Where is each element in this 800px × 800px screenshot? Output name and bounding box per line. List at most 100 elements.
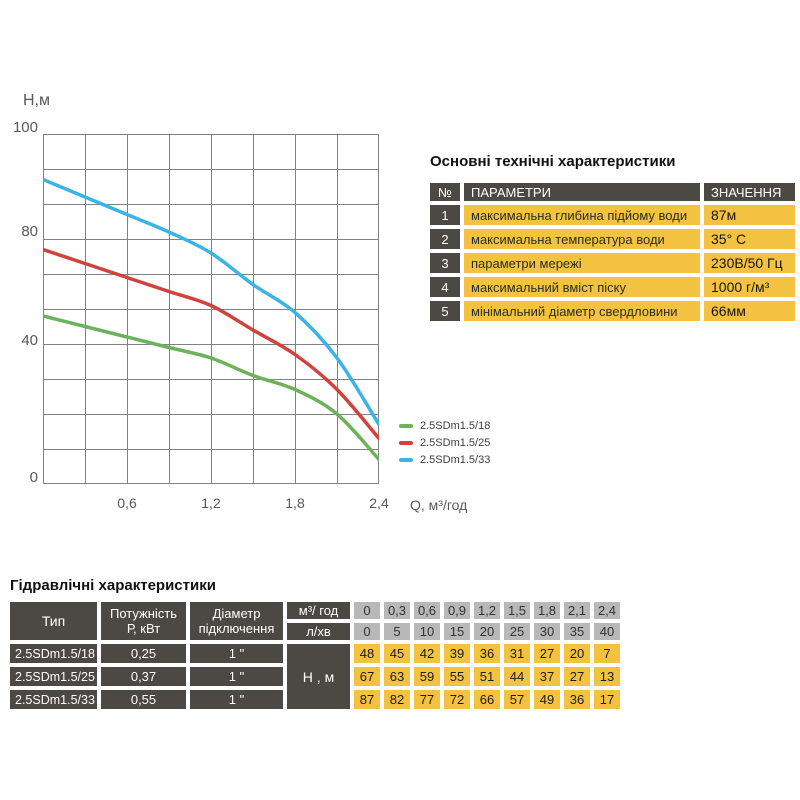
legend-label: 2.5SDm1.5/33 bbox=[420, 454, 491, 466]
head-value: 55 bbox=[444, 667, 470, 686]
head-value: 27 bbox=[534, 644, 560, 663]
head-value: 72 bbox=[444, 690, 470, 709]
head-value: 27 bbox=[564, 667, 590, 686]
head-value: 20 bbox=[564, 644, 590, 663]
flow-m3h-value: 2,4 bbox=[594, 602, 620, 619]
flow-m3h-value: 2,1 bbox=[564, 602, 590, 619]
head-value: 77 bbox=[414, 690, 440, 709]
pump-type-cell: 2.5SDm1.5/18 bbox=[10, 644, 97, 663]
red-dash-icon bbox=[399, 441, 413, 445]
head-value: 51 bbox=[474, 667, 500, 686]
flow-m3h-value: 0,3 bbox=[384, 602, 410, 619]
y-tick-0: 0 bbox=[29, 469, 38, 486]
flow-lmin-value: 10 bbox=[414, 623, 440, 640]
row-num: 5 bbox=[430, 301, 460, 321]
curve-2.5SDm1.5/18 bbox=[43, 314, 379, 462]
x-tick-2-4: 2,4 bbox=[369, 495, 389, 511]
head-value: 44 bbox=[504, 667, 530, 686]
green-dash-icon bbox=[399, 424, 413, 428]
power-cell: 0,55 bbox=[101, 690, 186, 709]
header-param: ПАРАМЕТРИ bbox=[464, 183, 700, 201]
legend-item-18: 2.5SDm1.5/18 bbox=[399, 420, 490, 432]
flow-m3h-value: 1,8 bbox=[534, 602, 560, 619]
head-value: 48 bbox=[354, 644, 380, 663]
row-param: мінімальний діаметр свердловини bbox=[464, 301, 700, 321]
row-param: параметри мережі bbox=[464, 253, 700, 273]
header-flow-lmin: л/хв bbox=[287, 623, 350, 640]
flow-lmin-value: 35 bbox=[564, 623, 590, 640]
chart-legend: 2.5SDm1.5/18 2.5SDm1.5/25 2.5SDm1.5/33 bbox=[399, 420, 490, 466]
row-param: максимальна температура води bbox=[464, 229, 700, 249]
row-param: максимальний вміст піску bbox=[464, 277, 700, 297]
tech-table-title: Основні технічні характеристики bbox=[430, 153, 676, 170]
row-value: 87м bbox=[704, 205, 795, 225]
header-power-line1: Потужність bbox=[109, 606, 178, 621]
head-value: 36 bbox=[474, 644, 500, 663]
row-param: максимальна глибина підйому води bbox=[464, 205, 700, 225]
tech-row-4: 4 максимальний вміст піску 1000 г/м³ bbox=[430, 277, 795, 297]
y-tick-40: 40 bbox=[21, 332, 38, 349]
flow-m3h-value: 0,9 bbox=[444, 602, 470, 619]
head-value: 37 bbox=[534, 667, 560, 686]
head-value: 17 bbox=[594, 690, 620, 709]
diameter-cell: 1 " bbox=[190, 667, 283, 686]
y-axis-title: Н,м bbox=[23, 92, 50, 109]
curve-2.5SDm1.5/25 bbox=[43, 247, 379, 441]
head-value: 59 bbox=[414, 667, 440, 686]
header-type: Тип bbox=[10, 602, 97, 640]
row-num: 1 bbox=[430, 205, 460, 225]
head-value: 36 bbox=[564, 690, 590, 709]
pump-curves-chart bbox=[43, 134, 379, 484]
header-flow-m3h: м³/ год bbox=[287, 602, 350, 619]
blue-dash-icon bbox=[399, 458, 413, 462]
head-value: 7 bbox=[594, 644, 620, 663]
head-value: 57 bbox=[504, 690, 530, 709]
flow-lmin-value: 20 bbox=[474, 623, 500, 640]
header-head-unit: Н , м bbox=[287, 644, 350, 709]
header-diameter-line1: Діаметр bbox=[212, 606, 261, 621]
head-value: 67 bbox=[354, 667, 380, 686]
legend-item-33: 2.5SDm1.5/33 bbox=[399, 454, 490, 466]
header-diameter-line2: підключення bbox=[198, 621, 275, 636]
tech-header-row: № ПАРАМЕТРИ ЗНАЧЕННЯ bbox=[430, 183, 795, 201]
row-num: 2 bbox=[430, 229, 460, 249]
y-tick-80: 80 bbox=[21, 223, 38, 240]
diameter-cell: 1 " bbox=[190, 690, 283, 709]
tech-row-2: 2 максимальна температура води 35° С bbox=[430, 229, 795, 249]
power-cell: 0,25 bbox=[101, 644, 186, 663]
header-diameter: Діаметр підключення bbox=[190, 602, 283, 640]
head-value: 63 bbox=[384, 667, 410, 686]
row-value: 1000 г/м³ bbox=[704, 277, 795, 297]
x-axis-title: Q, м³/год bbox=[410, 497, 468, 513]
row-num: 4 bbox=[430, 277, 460, 297]
head-value: 49 bbox=[534, 690, 560, 709]
flow-lmin-value: 25 bbox=[504, 623, 530, 640]
curve-2.5SDm1.5/33 bbox=[43, 177, 379, 427]
head-value: 13 bbox=[594, 667, 620, 686]
row-num: 3 bbox=[430, 253, 460, 273]
header-power: Потужність Р, кВт bbox=[101, 602, 186, 640]
tech-table: № ПАРАМЕТРИ ЗНАЧЕННЯ 1 максимальна глиби… bbox=[430, 183, 795, 325]
pump-type-cell: 2.5SDm1.5/25 bbox=[10, 667, 97, 686]
flow-lmin-value: 40 bbox=[594, 623, 620, 640]
flow-lmin-value: 15 bbox=[444, 623, 470, 640]
tech-row-5: 5 мінімальний діаметр свердловини 66мм bbox=[430, 301, 795, 321]
legend-label: 2.5SDm1.5/18 bbox=[420, 420, 491, 432]
tech-row-3: 3 параметри мережі 230В/50 Гц bbox=[430, 253, 795, 273]
header-power-line2: Р, кВт bbox=[126, 621, 161, 636]
head-value: 87 bbox=[354, 690, 380, 709]
x-tick-1-8: 1,8 bbox=[285, 495, 305, 511]
header-num: № bbox=[430, 183, 460, 201]
x-tick-0-6: 0,6 bbox=[117, 495, 137, 511]
flow-lmin-value: 30 bbox=[534, 623, 560, 640]
flow-m3h-value: 0 bbox=[354, 602, 380, 619]
header-value: ЗНАЧЕННЯ bbox=[704, 183, 795, 201]
x-tick-1-2: 1,2 bbox=[201, 495, 221, 511]
tech-row-1: 1 максимальна глибина підйому води 87м bbox=[430, 205, 795, 225]
power-cell: 0,37 bbox=[101, 667, 186, 686]
flow-lmin-value: 0 bbox=[354, 623, 380, 640]
pump-type-cell: 2.5SDm1.5/33 bbox=[10, 690, 97, 709]
head-value: 66 bbox=[474, 690, 500, 709]
row-value: 230В/50 Гц bbox=[704, 253, 795, 273]
